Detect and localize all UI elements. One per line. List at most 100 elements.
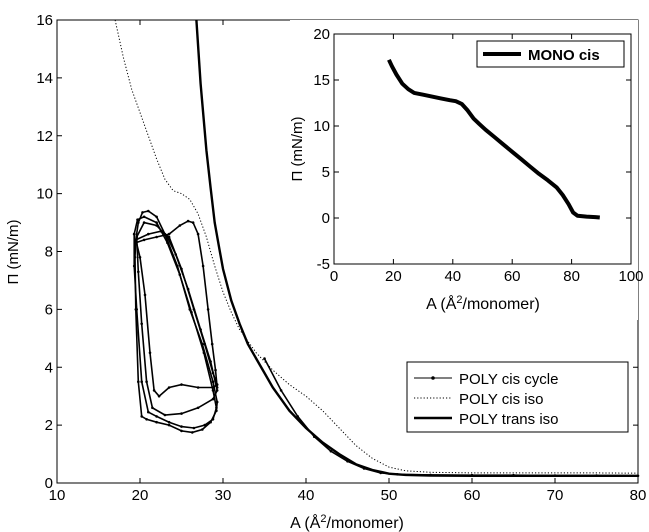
poly-cis-cycle-point	[157, 394, 161, 398]
legend-label-mono-cis: MONO cis	[528, 47, 600, 64]
poly-cis-cycle-point	[191, 431, 194, 434]
poly-cis-cycle-point	[135, 235, 138, 239]
poly-cis-cycle-point	[429, 473, 432, 477]
poly-cis-cycle-point	[329, 449, 333, 453]
legend-entry-poly-cis-iso: POLY cis iso	[414, 391, 543, 408]
poly-cis-cycle-point	[202, 351, 206, 355]
poly-cis-cycle-point	[180, 412, 183, 415]
poly-cis-cycle-point	[196, 386, 200, 389]
main-x-tick-label: 40	[298, 487, 315, 504]
poly-cis-cycle-point	[470, 473, 474, 477]
inset-legend: MONO cis	[476, 40, 625, 68]
main-series-group	[114, 20, 640, 478]
inset-plot-area	[333, 33, 632, 265]
poly-cis-cycle-point	[595, 474, 598, 477]
poly-cis-cycle-point	[155, 215, 158, 219]
poly-cis-cycle-point	[279, 389, 283, 392]
poly-cis-cycle-point	[167, 386, 171, 389]
main-x-tick-label: 10	[49, 487, 66, 504]
poly-cis-cycle-point	[215, 386, 219, 389]
inset-y-tick-label: 20	[313, 26, 330, 43]
poly-cis-cycle-point	[140, 380, 143, 384]
poly-cis-cycle-point	[211, 380, 215, 384]
main-y-tick-label: 8	[45, 244, 53, 261]
legend-marker-poly-cis-cycle	[431, 376, 435, 380]
poly-cis-cycle-point	[190, 311, 193, 314]
main-legend: POLY cis cycle POLY cis iso POLY trans i…	[406, 361, 629, 433]
poly-cis-cycle-point	[201, 428, 204, 431]
poly-cis-cycle-point	[142, 221, 146, 224]
inset-x-tick-label: 20	[385, 268, 402, 285]
poly-cis-cycle-point	[203, 423, 206, 427]
poly-cis-cycle-point	[178, 224, 182, 227]
main-y-tick-label: 16	[36, 12, 53, 29]
poly-cis-cycle-point	[147, 232, 150, 236]
poly-cis-cycle-point	[178, 273, 182, 276]
legend-entry-poly-cis-cycle: POLY cis cycle	[414, 371, 558, 388]
main-y-axis-label: Π (mN/m)	[5, 220, 22, 285]
main-x-ticks: 10 20 30 40 50 60 70 80	[49, 20, 646, 504]
poly-cis-cycle-point	[192, 426, 196, 430]
inset-y-tick-label: -5	[317, 256, 330, 273]
main-y-tick-label: 14	[36, 70, 53, 87]
main-y-tick-label: 4	[45, 359, 53, 376]
poly-cis-cycle-point	[167, 423, 171, 427]
inset-x-tick-label: 60	[504, 268, 521, 285]
poly-cis-cycle-point	[151, 406, 154, 410]
main-x-tick-label: 20	[132, 487, 149, 504]
poly-cis-cycle-point	[155, 221, 158, 224]
inset-y-tick-label: 0	[322, 210, 330, 227]
poly-cis-cycle-point	[180, 267, 183, 271]
poly-cis-cycle-point	[163, 413, 167, 417]
poly-cis-cycle-point	[215, 400, 219, 404]
poly-cis-cycle-point	[210, 342, 214, 346]
poly-cis-cycle-point	[138, 255, 142, 259]
poly-cis-cycle-point	[203, 342, 206, 346]
main-x-tick-label: 30	[215, 487, 232, 504]
legend-label-poly-cis-iso: POLY cis iso	[459, 391, 543, 408]
poly-cis-cycle-point	[191, 221, 195, 224]
poly-cis-cycle-point	[137, 270, 140, 274]
inset-x-tick-label: 0	[330, 268, 338, 285]
poly-cis-cycle-point	[512, 473, 515, 477]
poly-cis-cycle-point	[159, 229, 163, 233]
poly-cis-cycle-point	[379, 471, 383, 475]
poly-cis-cycle-point	[211, 389, 215, 392]
poly-cis-cycle-point	[148, 351, 152, 355]
poly-cis-cycle-point	[137, 380, 140, 384]
poly-cis-cycle-point	[211, 371, 215, 375]
poly-cis-cycle-point	[211, 386, 215, 389]
poly-cis-cycle-point	[180, 383, 183, 386]
legend-label-poly-trans-iso: POLY trans iso	[459, 411, 559, 428]
poly-cis-cycle-point	[132, 264, 136, 268]
main-y-tick-label: 12	[36, 128, 53, 145]
inset-x-ticks: 0 20 40 60 80 100	[330, 34, 644, 285]
main-x-tick-label: 60	[464, 487, 481, 504]
main-legend-box	[406, 361, 629, 433]
poly-cis-cycle-point	[180, 425, 183, 428]
poly-cis-cycle-point	[180, 429, 183, 433]
poly-cis-cycle-point	[201, 264, 205, 268]
series-mono-cis	[387, 58, 600, 220]
poly-cis-cycle-point	[167, 232, 171, 236]
inset-x-tick-label: 80	[563, 268, 580, 285]
inset-y-tick-label: 10	[313, 118, 330, 135]
poly-cis-cycle-point	[215, 406, 218, 410]
poly-cis-cycle-point	[167, 420, 171, 424]
poly-cis-cycle-point	[313, 435, 316, 439]
poly-cis-cycle-point	[142, 215, 146, 219]
main-y-tick-label: 6	[45, 301, 53, 318]
poly-cis-cycle-point	[263, 357, 266, 360]
poly-cis-cycle-point	[132, 232, 136, 236]
main-x-axis-label: A (Å2/monomer)	[290, 513, 404, 532]
main-y-tick-label: 10	[36, 186, 53, 203]
poly-cis-cycle-point	[196, 406, 200, 410]
poly-cis-cycle-point	[147, 410, 150, 414]
poly-cis-cycle-point	[147, 209, 150, 213]
poly-cis-cycle-point	[142, 238, 146, 242]
inset-y-ticks: -5 0 5 10 15 20	[313, 26, 631, 273]
poly-cis-cycle-point	[155, 420, 158, 424]
poly-cis-cycle-point	[214, 368, 217, 372]
poly-cis-cycle-point	[155, 415, 158, 418]
